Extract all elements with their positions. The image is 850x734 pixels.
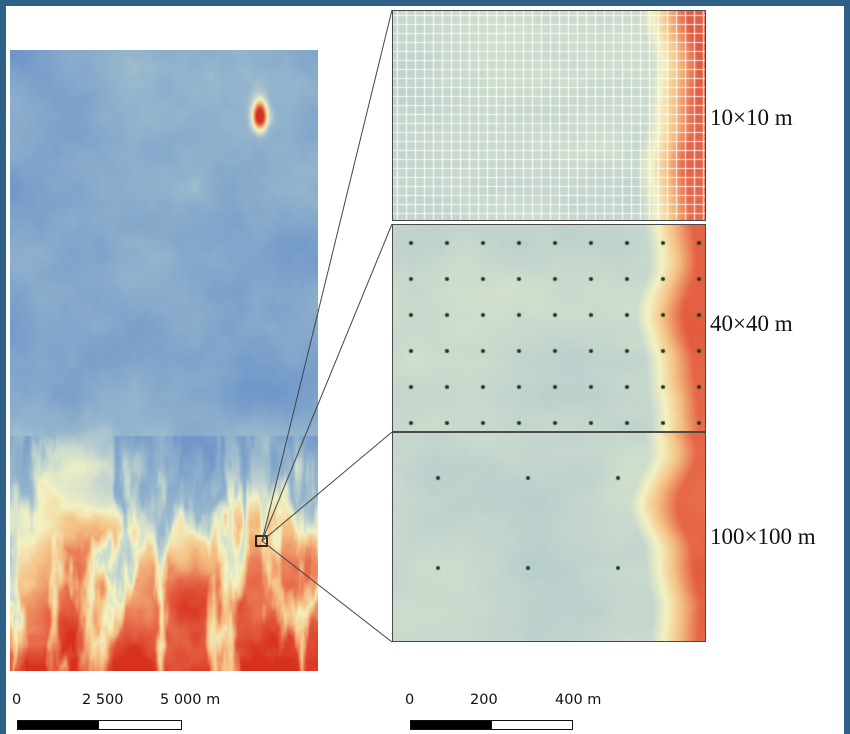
overview-scalebar-tick-2: 5 000 m	[160, 692, 221, 708]
overview-scalebar-tick-0: 0	[12, 692, 22, 708]
detail-scalebar-tick-2: 400 m	[555, 692, 602, 708]
detail-scalebar-tick-0: 0	[405, 692, 415, 708]
overview-scalebar-tick-1: 2 500	[82, 692, 124, 708]
overview-scalebar-white-segment	[98, 720, 182, 730]
elevation-overview-map	[10, 50, 318, 671]
resolution-label-40m: 40×40 m	[710, 311, 793, 336]
overview-scalebar-black-segment	[17, 720, 99, 730]
grid-40m-panel	[392, 224, 706, 432]
detail-scalebar-black-segment	[410, 720, 492, 730]
grid-10m-panel	[392, 10, 706, 221]
resolution-label-10m: 10×10 m	[710, 105, 793, 130]
grid-100m-panel	[392, 432, 706, 642]
detail-scalebar-white-segment	[491, 720, 573, 730]
resolution-label-100m: 100×100 m	[710, 524, 816, 549]
detail-scalebar-tick-1: 200	[470, 692, 498, 708]
